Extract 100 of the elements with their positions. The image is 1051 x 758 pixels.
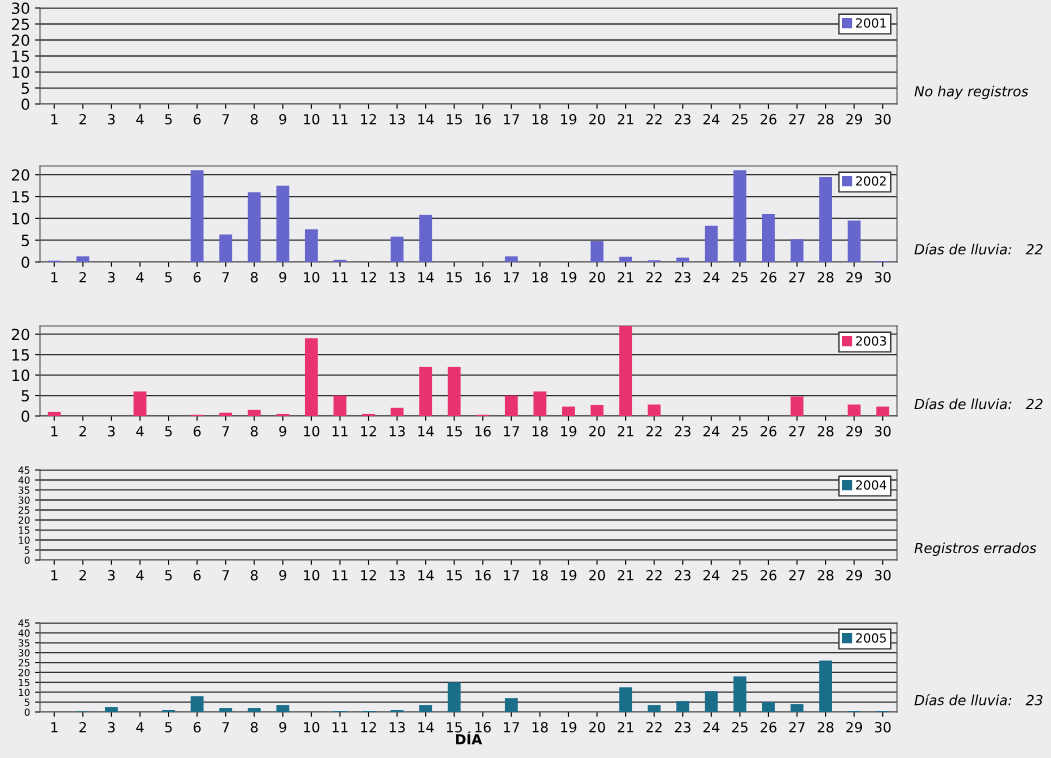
- y-tick-label: 35: [18, 486, 30, 494]
- bar: [390, 236, 404, 262]
- x-tick-label: 8: [250, 721, 258, 733]
- y-tick-label: 25: [18, 659, 30, 667]
- x-tick-label: 11: [332, 426, 348, 437]
- x-tick-label: 27: [789, 113, 805, 125]
- y-tick-label: 20: [11, 328, 30, 341]
- y-tick-label: 15: [12, 50, 29, 63]
- legend-label: 2003: [856, 336, 886, 346]
- x-tick-label: 23: [674, 113, 691, 125]
- x-tick-label: 2: [79, 569, 86, 581]
- x-tick-label: 14: [418, 570, 434, 581]
- x-tick-label: 22: [646, 721, 662, 733]
- x-tick-label: 4: [136, 272, 144, 283]
- x-tick-label: 17: [504, 272, 519, 283]
- x-tick-label: 17: [504, 114, 519, 125]
- x-tick-label: 2: [79, 425, 86, 437]
- x-tick-label: 18: [532, 721, 548, 733]
- bar: [533, 391, 547, 416]
- x-tick-label: 2: [79, 271, 86, 283]
- x-tick-label: 26: [760, 425, 777, 437]
- x-tick-label: 12: [361, 569, 376, 581]
- y-tick-label: 20: [18, 516, 30, 524]
- x-tick-label: 12: [361, 721, 376, 733]
- x-tick-label: 8: [250, 271, 258, 283]
- bar: [219, 412, 233, 416]
- x-tick-label: 11: [332, 272, 348, 283]
- bar: [419, 214, 433, 262]
- legend-label: 2005: [856, 633, 886, 643]
- bar: [590, 404, 604, 416]
- x-tick-label: 30: [874, 569, 891, 581]
- x-tick-label: 11: [332, 570, 348, 581]
- x-tick-label: 5: [165, 570, 172, 581]
- y-tick-label: 5: [21, 390, 29, 402]
- bar: [304, 338, 318, 416]
- bar: [390, 407, 404, 416]
- x-tick-label: 9: [279, 721, 287, 733]
- x-tick-label: 29: [846, 569, 863, 581]
- x-tick-label: 25: [732, 569, 748, 581]
- x-tick-label: 25: [732, 721, 748, 733]
- bar: [647, 404, 661, 416]
- x-tick-label: 30: [874, 113, 891, 125]
- x-tick-label: 8: [250, 425, 258, 437]
- x-tick-label: 3: [108, 271, 115, 283]
- x-tick-label: 5: [165, 272, 172, 283]
- x-tick-label: 7: [222, 272, 229, 283]
- bar: [276, 413, 290, 416]
- x-tick-label: 29: [846, 113, 863, 125]
- x-tick-label: 22: [646, 271, 662, 283]
- y-tick-label: 0: [21, 256, 30, 269]
- x-tick-label: 18: [532, 425, 548, 437]
- x-tick-label: 9: [279, 425, 287, 437]
- bar: [47, 411, 61, 416]
- x-tick-label: 19: [561, 425, 577, 437]
- x-tick-label: 25: [732, 425, 748, 437]
- bar: [790, 239, 804, 262]
- x-tick-label: 4: [136, 722, 144, 733]
- bar: [762, 214, 775, 262]
- x-tick-label: 6: [193, 569, 201, 581]
- x-tick-label: 13: [389, 113, 405, 125]
- x-tick-label: 27: [789, 425, 805, 437]
- x-tick-label: 19: [561, 569, 577, 581]
- x-tick-label: 21: [617, 569, 634, 581]
- x-tick-label: 27: [789, 271, 805, 283]
- x-tick-label: 7: [222, 426, 229, 437]
- x-tick-label: 17: [504, 426, 519, 437]
- x-tick-label: 15: [446, 426, 462, 437]
- x-tick-label: 18: [532, 113, 548, 125]
- x-tick-label: 25: [732, 113, 748, 125]
- x-tick-label: 7: [222, 722, 229, 733]
- x-tick-label: 21: [617, 721, 634, 733]
- legend-label: 2004: [856, 480, 887, 490]
- y-tick-label: 25: [18, 506, 30, 514]
- y-tick-label: 25: [11, 18, 29, 31]
- x-tick-label: 4: [136, 114, 144, 125]
- x-tick-label: 28: [817, 113, 834, 125]
- x-tick-label: 23: [674, 721, 691, 733]
- x-tick-label: 3: [108, 113, 115, 125]
- y-tick-label: 0: [24, 708, 30, 716]
- x-tick-label: 16: [475, 425, 491, 437]
- y-tick-label: 30: [18, 649, 30, 657]
- x-tick-label: 30: [874, 271, 891, 283]
- x-tick-label: 26: [760, 569, 777, 581]
- y-tick-label: 10: [12, 369, 30, 382]
- x-tick-label: 15: [446, 570, 462, 581]
- x-tick-label: 27: [789, 569, 805, 581]
- bar: [333, 395, 347, 416]
- text: Registros errados: [914, 542, 1037, 556]
- x-tick-label: 18: [532, 271, 548, 283]
- x-tick-label: 26: [760, 271, 777, 283]
- y-tick-label: 15: [12, 191, 29, 203]
- x-tick-label: 8: [250, 113, 258, 125]
- x-tick-label: 25: [732, 271, 748, 283]
- x-tick-label: 4: [136, 570, 144, 581]
- x-tick-label: 9: [279, 569, 287, 581]
- y-tick-label: 20: [11, 34, 30, 47]
- y-tick-label: 20: [18, 668, 30, 677]
- bar: [247, 708, 261, 712]
- text: No hay registros: [914, 85, 1029, 100]
- x-tick-label: 1: [51, 570, 58, 581]
